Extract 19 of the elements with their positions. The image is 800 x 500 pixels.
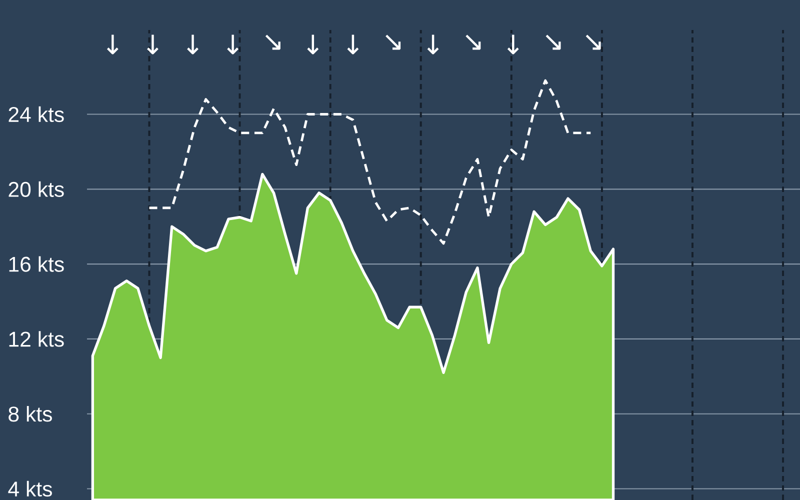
y-tick-label: 20 kts <box>8 181 64 197</box>
annotation: ↓ <box>307 34 319 54</box>
annotation: ↓ <box>347 34 359 54</box>
y-tick-label: 12 kts <box>9 331 64 347</box>
annotation: ↘ <box>265 34 280 50</box>
annotation: ↘ <box>386 34 401 50</box>
annotation: ↓ <box>106 34 118 54</box>
annotation: ↓ <box>147 34 158 54</box>
annotation: ↘ <box>586 34 601 50</box>
annotation: ↓ <box>227 34 239 54</box>
y-tick-label: 4 kts <box>8 480 52 497</box>
annotation: ↘ <box>546 34 561 50</box>
y-tick-label: 8 kts <box>8 406 52 422</box>
y-tick-label: 16 kts <box>9 256 64 272</box>
annotation: ↓ <box>507 34 519 54</box>
y-tick-label: 24 kts <box>8 106 64 122</box>
annotation: ↓ <box>427 34 439 54</box>
annotation: ↓ <box>187 34 198 54</box>
annotation: ↘ <box>466 34 481 50</box>
